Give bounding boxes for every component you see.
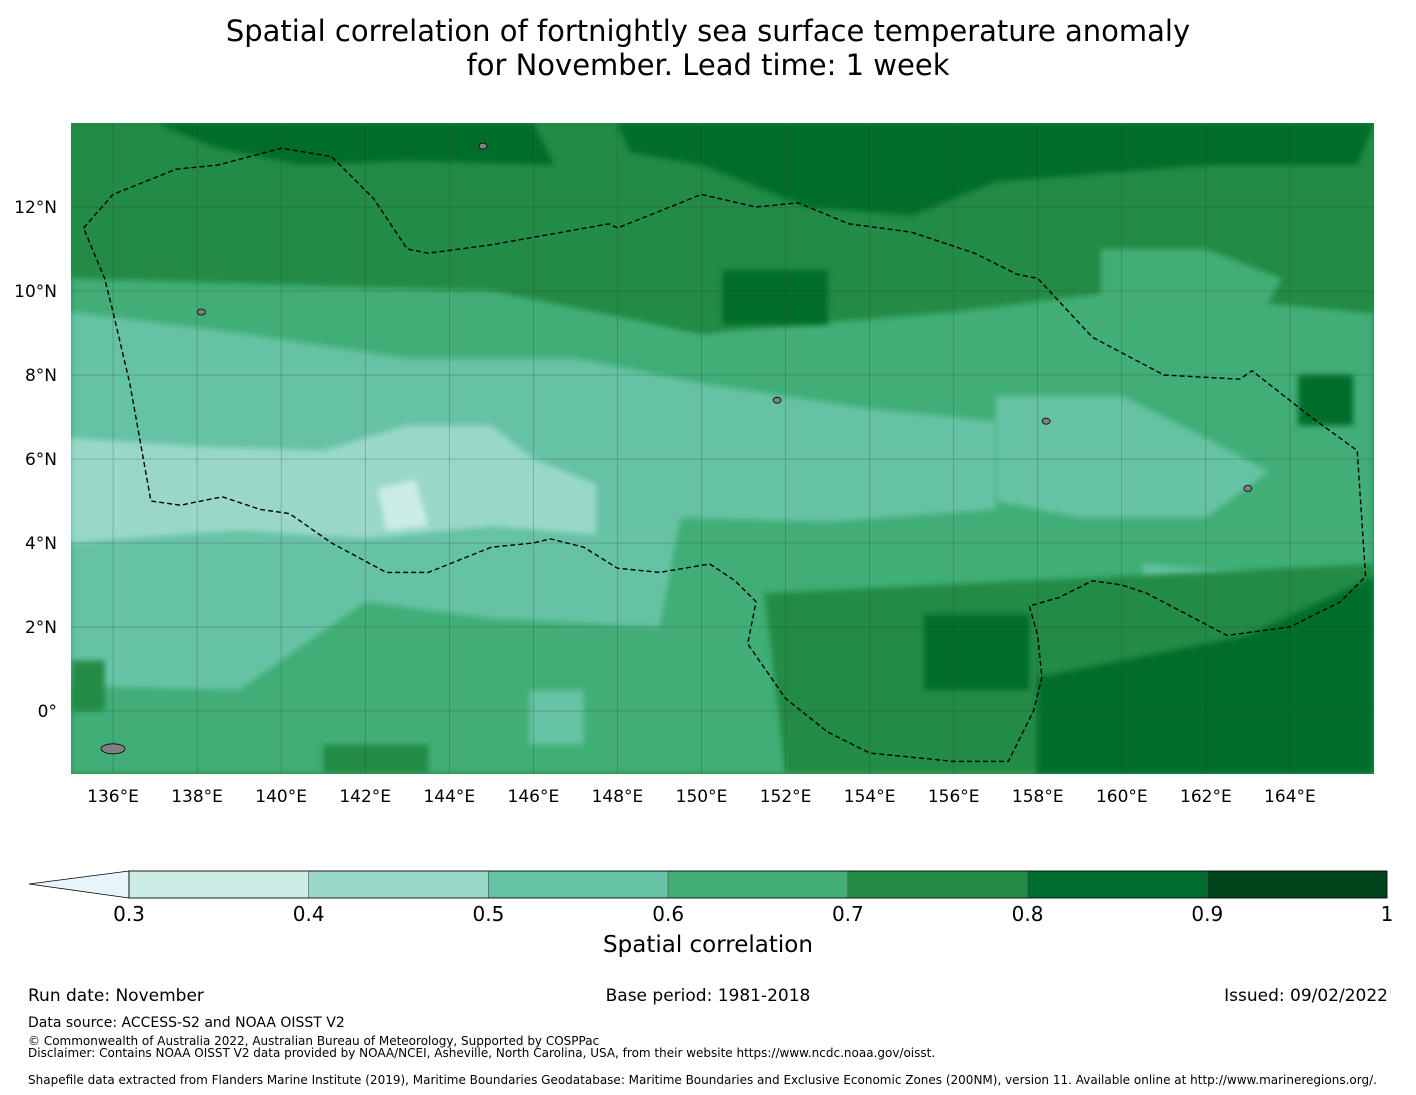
lon-tick-label: 154°E [844,787,896,807]
colorbar-extend-arrow [28,870,130,899]
island-new-guinea-coast [100,743,126,755]
lon-axis: 136°E 138°E 140°E 142°E 144°E 146°E 148°E 150°E… [87,787,1316,807]
run-date: Run date: November [28,986,204,1006]
lon-tick-label: 148°E [592,787,644,807]
colorbar-tick-label: 0.4 [292,902,325,926]
colorbar-tick-label: 0.9 [1191,902,1224,926]
colorbar-bin-6 [1206,870,1388,899]
base-period: Base period: 1981-2018 [605,986,811,1006]
colorbar-tick-label: 0.5 [472,902,505,926]
lon-tick-label: 146°E [508,787,560,807]
lat-tick-label: 6°N [25,450,57,470]
colorbar-bin-1 [308,870,489,899]
lat-axis: 12°N 10°N 8°N 6°N 4°N 2°N 0° [14,198,57,722]
island-yap [196,308,206,316]
colorbar [28,870,1388,899]
correlation-region-4 [529,690,584,745]
colorbar-tick-label: 0.8 [1011,902,1044,926]
data-source: Data source: ACCESS-S2 and NOAA OISST V2 [28,1015,345,1031]
lat-tick-label: 0° [38,702,57,722]
chart-title: Spatial correlation of fortnightly sea s… [0,14,1416,82]
correlation-region-8 [1100,249,1282,342]
shapefile-credit: Shapefile data extracted from Flanders M… [28,1073,1377,1087]
correlation-region-3 [377,480,429,531]
colorbar-bin-2 [488,870,669,899]
correlation-region-6 [995,396,1269,518]
lon-tick-label: 160°E [1096,787,1148,807]
lon-tick-label: 136°E [87,787,139,807]
island-pohnpei [1041,417,1051,425]
correlation-region-2 [71,425,597,543]
colorbar-bin-3 [667,870,849,899]
lon-tick-label: 138°E [171,787,223,807]
colorbar-bin-4 [847,870,1028,899]
lon-tick-label: 156°E [928,787,980,807]
disclaimer: Disclaimer: Contains NOAA OISST V2 data … [28,1046,936,1060]
correlation-region-15 [1298,375,1353,426]
lat-tick-label: 12°N [14,198,57,218]
colorbar-label: Spatial correlation [603,932,813,958]
lon-tick-label: 150°E [676,787,728,807]
land-masses [50,142,1253,755]
lat-tick-label: 8°N [25,366,57,386]
colorbar-tick-label: 0.7 [831,902,864,926]
island-palau [50,397,58,403]
lon-tick-label: 152°E [760,787,812,807]
copyright-notice: © Commonwealth of Australia 2022, Austra… [28,1034,600,1048]
chart-title-line1: Spatial correlation of fortnightly sea s… [225,14,1191,48]
island-guam [478,142,488,150]
correlation-region-10 [617,123,1374,216]
chart-title-line2: for November. Lead time: 1 week [466,48,950,82]
correlation-region-17 [323,744,429,774]
colorbar-tick-label: 0.3 [113,902,145,926]
colorbar-tick-label: 1 [1380,902,1394,926]
correlation-region-11 [722,270,828,325]
lat-tick-label: 4°N [25,534,57,554]
eez-boundary [82,147,1367,763]
colorbar-bin-0 [128,870,310,899]
island-chuuk [772,396,782,404]
island-kosrae [1243,484,1253,492]
lat-tick-label: 2°N [25,618,57,638]
issued-date: Issued: 09/02/2022 [1224,986,1388,1006]
correlation-region-16 [71,660,105,711]
lon-tick-label: 158°E [1012,787,1064,807]
map-gridlines [71,123,1374,774]
colorbar-tick-label: 0.6 [652,902,685,926]
correlation-field [71,123,1374,774]
lon-tick-label: 142°E [339,787,391,807]
colorbar-bin-5 [1027,870,1208,899]
lon-tick-label: 140°E [255,787,307,807]
colorbar-frame [128,870,1388,899]
lat-tick-label: 10°N [14,282,57,302]
lon-tick-label: 162°E [1180,787,1232,807]
lon-tick-label: 164°E [1264,787,1316,807]
correlation-region-13 [924,614,1030,690]
lon-tick-label: 144°E [423,787,475,807]
